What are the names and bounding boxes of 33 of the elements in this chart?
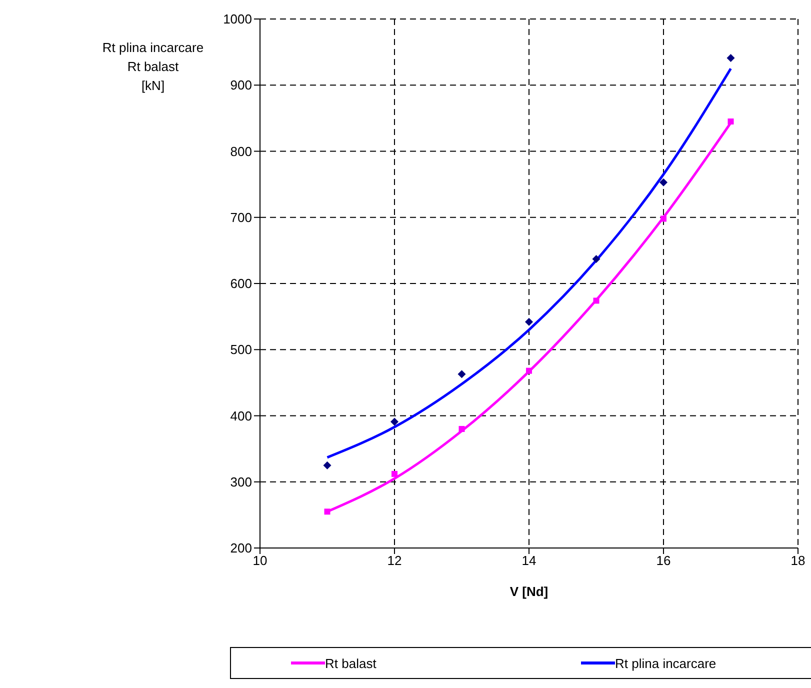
y-tick-label: 700 [230,210,252,225]
y-tick-label: 200 [230,540,252,556]
point [458,426,465,432]
legend-label: Rt balast [325,656,376,670]
x-tick-label: 10 [252,553,268,568]
y-tick-label: 400 [230,408,252,424]
y-tick-label: 600 [230,276,252,292]
y-tick-label: 300 [230,474,252,490]
point [323,461,332,470]
x-tick-label: 18 [790,553,806,568]
line-series [326,67,732,459]
point [592,255,600,264]
point [390,418,398,426]
y-tick-label: 500 [230,342,252,358]
y-tick-label: 1000 [223,12,252,27]
point [458,370,466,378]
point [525,318,533,326]
point [324,508,330,515]
point [728,118,734,124]
y-tick-label: 900 [230,78,252,93]
point [593,298,600,304]
point [392,470,398,477]
y-axis-title: Rt plina incarcare Rt balast [kN] [101,39,205,95]
point [526,368,532,374]
point [660,178,668,186]
point [660,216,666,222]
x-tick-label: 12 [387,553,402,568]
x-axis-title: V [Nd] [510,584,548,599]
x-tick-label: 14 [522,553,536,568]
point [726,54,735,62]
y-tick-label: 800 [230,144,252,159]
legend-label: Rt plina incarcare [615,656,716,670]
x-tick-label: 16 [656,553,671,568]
